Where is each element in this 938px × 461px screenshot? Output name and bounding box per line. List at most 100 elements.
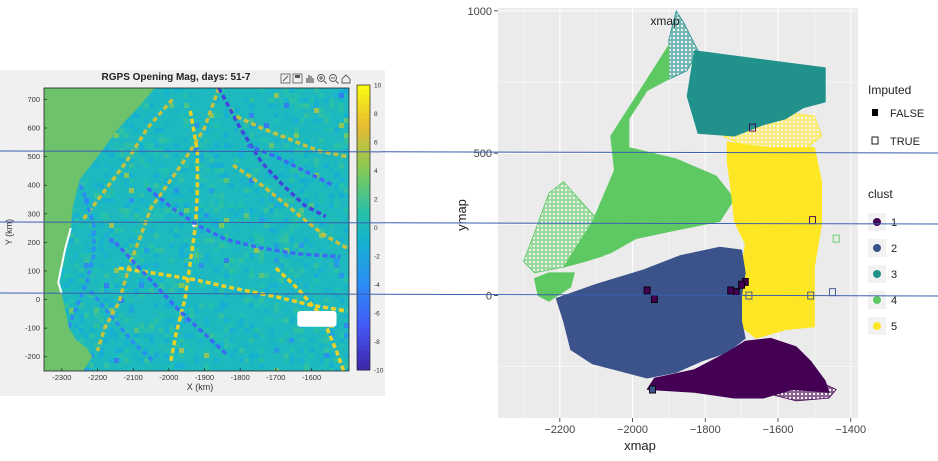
heatmap-cell	[69, 238, 74, 243]
heatmap-cell	[229, 218, 234, 223]
heatmap-cell	[249, 273, 254, 278]
heatmap-cell	[239, 293, 244, 298]
cluster-point	[650, 295, 658, 303]
heatmap-cell	[274, 353, 279, 358]
heatmap-cell	[299, 258, 304, 263]
heatmap-cell	[64, 283, 69, 288]
heatmap-cell	[284, 218, 289, 223]
heatmap-cell	[74, 253, 79, 258]
edit-plot-icon[interactable]	[280, 73, 291, 84]
heatmap-cell	[294, 293, 299, 298]
pan-hand-icon[interactable]	[306, 75, 314, 83]
heatmap-cell	[219, 263, 224, 268]
heatmap-cell	[119, 158, 124, 163]
heatmap-cell	[279, 173, 284, 178]
heatmap-cell	[289, 348, 294, 353]
heatmap-cell	[284, 113, 289, 118]
heatmap-cell	[214, 123, 219, 128]
heatmap-cell	[94, 323, 99, 328]
colorbar-segment	[357, 332, 370, 338]
zoom-in-icon[interactable]	[317, 74, 327, 84]
heatmap-cell	[124, 318, 129, 323]
heatmap-cell	[139, 223, 144, 228]
heatmap-cell	[164, 153, 169, 158]
heatmap-cell	[219, 303, 224, 308]
heatmap-cell	[299, 268, 304, 273]
home-icon[interactable]	[341, 74, 351, 84]
heatmap-cell	[319, 183, 324, 188]
heatmap-cell	[214, 208, 219, 213]
heatmap-cell	[254, 233, 259, 238]
heatmap-cell	[244, 328, 249, 333]
heatmap-cell	[124, 143, 129, 148]
heatmap-cell	[334, 143, 339, 148]
colorbar-segment	[357, 289, 370, 295]
heatmap-cell	[304, 293, 309, 298]
heatmap-cell	[169, 278, 174, 283]
heatmap-cell	[129, 163, 134, 168]
heatmap-cell	[314, 273, 319, 278]
heatmap-cell	[274, 293, 279, 298]
legend-imputed-true-label: TRUE	[890, 136, 920, 148]
heatmap-cell	[114, 228, 119, 233]
heatmap-cell	[209, 153, 214, 158]
heatmap-cell	[74, 288, 79, 293]
heatmap-cell	[229, 273, 234, 278]
heatmap-cell	[189, 298, 194, 303]
heatmap-cell	[174, 203, 179, 208]
heatmap-cell	[289, 353, 294, 358]
heatmap-cell	[119, 298, 124, 303]
heatmap-cell	[129, 173, 134, 178]
heatmap-cell	[294, 163, 299, 168]
heatmap-cell	[344, 278, 349, 283]
heatmap-cell	[244, 123, 249, 128]
colorbar-segment	[357, 213, 370, 219]
heatmap-cell	[74, 238, 79, 243]
heatmap-cell	[179, 173, 184, 178]
heatmap-cell	[344, 223, 349, 228]
heatmap-cell	[109, 303, 114, 308]
heatmap-cell	[314, 133, 319, 138]
heatmap-cell	[74, 213, 79, 218]
heatmap-cell	[339, 343, 344, 348]
heatmap-cell	[164, 168, 169, 173]
heatmap-cell	[229, 343, 234, 348]
heatmap-cell	[144, 333, 149, 338]
heatmap-cell	[134, 293, 139, 298]
heatmap-cell	[249, 98, 254, 103]
heatmap-cell	[129, 208, 134, 213]
cluster-y-tick-label: 1000	[468, 6, 492, 18]
heatmap-cell	[269, 178, 274, 183]
heatmap-cell	[249, 268, 254, 273]
colorbar-segment	[357, 203, 370, 209]
heatmap-cell	[144, 328, 149, 333]
heatmap-cell	[294, 258, 299, 263]
heatmap-cell	[194, 243, 199, 248]
save-icon[interactable]	[292, 73, 303, 84]
heatmap-cell	[144, 178, 149, 183]
heatmap-cell	[294, 218, 299, 223]
heatmap-cell	[124, 118, 129, 123]
colorbar-segment	[357, 351, 370, 357]
heatmap-cell	[184, 348, 189, 353]
heatmap-cell	[79, 268, 84, 273]
heatmap-cell	[159, 203, 164, 208]
rgps-heatmap	[44, 88, 349, 371]
heatmap-cell	[254, 183, 259, 188]
heatmap-cell	[239, 258, 244, 263]
cluster-x-axis: −2200 −2000 −1800 −1600 −1400	[544, 418, 866, 436]
heatmap-cell	[199, 228, 204, 233]
heatmap-cell	[134, 318, 139, 323]
heatmap-cell	[289, 318, 294, 323]
heatmap-cell	[104, 328, 109, 333]
colorbar-segment	[357, 137, 370, 143]
heatmap-cell	[204, 148, 209, 153]
heatmap-cell	[124, 188, 129, 193]
heatmap-cell	[214, 153, 219, 158]
heatmap-cell	[264, 328, 269, 333]
heatmap-cell	[149, 363, 154, 368]
heatmap-cell	[329, 178, 334, 183]
heatmap-cell	[109, 173, 114, 178]
zoom-out-icon[interactable]	[329, 74, 339, 84]
heatmap-cell	[304, 183, 309, 188]
